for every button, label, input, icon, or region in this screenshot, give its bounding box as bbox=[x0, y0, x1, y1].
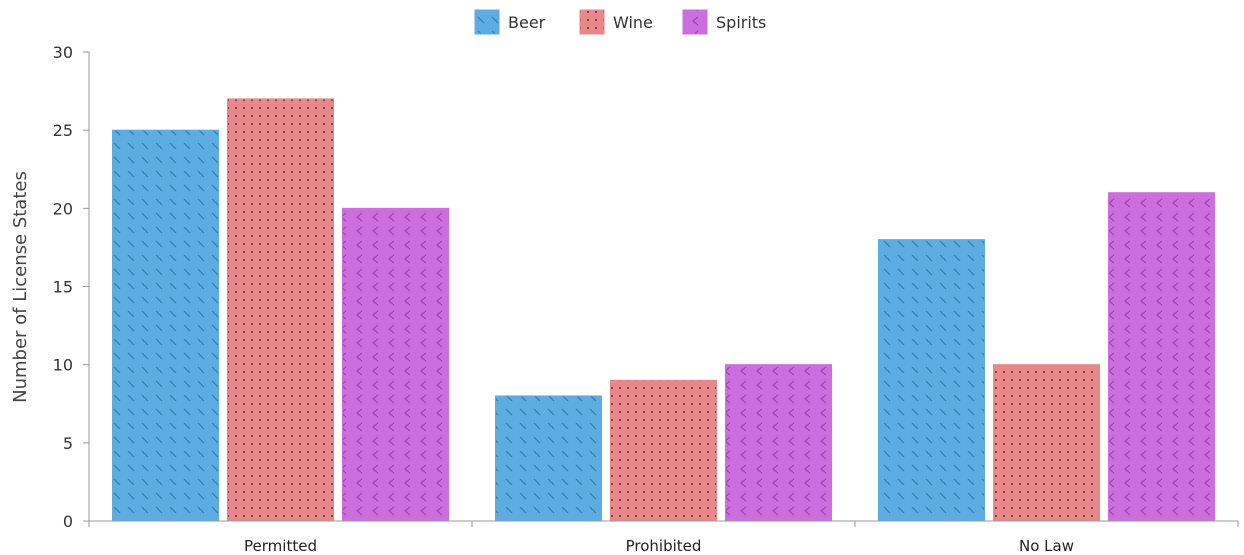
x-category-label: Permitted bbox=[244, 537, 317, 555]
legend-label-wine[interactable]: Wine bbox=[613, 13, 653, 32]
x-axis: Permitted Prohibited No Law bbox=[88, 520, 1239, 555]
x-category-label: No Law bbox=[1019, 537, 1074, 555]
y-tick-label: 25 bbox=[53, 121, 73, 140]
legend: Beer Wine Spirits bbox=[474, 9, 766, 35]
bar-wine-prohibited[interactable] bbox=[610, 379, 717, 522]
bars bbox=[112, 98, 1215, 522]
y-tick-label: 30 bbox=[53, 43, 73, 62]
y-tick-label: 15 bbox=[53, 278, 73, 297]
y-tick-label: 5 bbox=[63, 434, 73, 453]
y-tick-label: 0 bbox=[63, 512, 73, 531]
bar-wine-permitted[interactable] bbox=[227, 98, 334, 522]
y-axis: 0 5 10 15 20 25 30 bbox=[53, 43, 90, 531]
legend-label-spirits[interactable]: Spirits bbox=[716, 13, 766, 32]
bar-beer-prohibited[interactable] bbox=[495, 395, 602, 522]
bar-wine-no-law[interactable] bbox=[993, 364, 1100, 522]
bar-beer-no-law[interactable] bbox=[878, 239, 985, 522]
x-category-label: Prohibited bbox=[626, 537, 702, 555]
bar-beer-permitted[interactable] bbox=[112, 129, 219, 522]
bar-spirits-prohibited[interactable] bbox=[725, 364, 832, 522]
y-tick-label: 20 bbox=[53, 199, 73, 218]
legend-swatch-spirits[interactable] bbox=[682, 9, 708, 35]
y-axis-title: Number of License States bbox=[10, 171, 31, 403]
legend-swatch-wine[interactable] bbox=[579, 9, 605, 35]
bar-spirits-permitted[interactable] bbox=[342, 207, 449, 522]
bar-spirits-no-law[interactable] bbox=[1108, 192, 1215, 522]
legend-label-beer[interactable]: Beer bbox=[508, 13, 546, 32]
y-tick-label: 10 bbox=[53, 356, 73, 375]
legend-swatch-beer[interactable] bbox=[474, 9, 500, 35]
